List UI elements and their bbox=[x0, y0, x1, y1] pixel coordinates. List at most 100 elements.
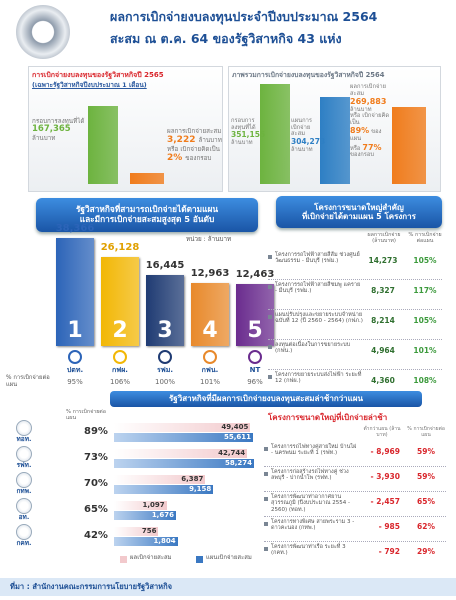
ribbon-text: รัฐวิสาหกิจที่มีผลการเบิกจ่ายงบลงทุนสะสม… bbox=[168, 394, 363, 403]
bullet bbox=[268, 285, 272, 289]
project-value: - 792 bbox=[378, 547, 400, 556]
ribbon-text: ที่เบิกจ่ายได้ตามแผน 5 โครงการ bbox=[302, 212, 416, 221]
bar bbox=[146, 275, 184, 346]
project-pct: 59% bbox=[417, 472, 435, 481]
project-pct: 101% bbox=[413, 346, 437, 355]
value-label: 42,744 bbox=[218, 449, 246, 457]
label: ผลการเบิกจ่ายสะสม bbox=[350, 84, 387, 97]
logo bbox=[16, 5, 70, 59]
name: กฟผ. bbox=[112, 366, 128, 374]
share-suffix: ของกรอบ bbox=[350, 152, 375, 159]
line: 3,222 ล้านบาท bbox=[167, 135, 223, 145]
value: 3,222 bbox=[167, 135, 196, 146]
rank: 1 bbox=[67, 318, 83, 343]
separator bbox=[268, 369, 442, 370]
separator bbox=[264, 516, 446, 517]
project-name: ลงทุนต่อเนื่องในการขยายระบบ (กฟน.) bbox=[275, 342, 351, 355]
unit: หน่วย : ล้านบาท bbox=[186, 236, 232, 243]
bar bbox=[114, 485, 214, 494]
ribbon-text: รัฐวิสาหกิจที่สามารถเบิกจ่ายได้ตามแผน bbox=[75, 204, 219, 215]
project-pct: 108% bbox=[413, 376, 437, 385]
bar bbox=[260, 84, 290, 184]
unit: ล้านบาท bbox=[198, 137, 222, 145]
footer: ที่มา : สำนักงานคณะกรรมการนโยบายรัฐวิสาห… bbox=[0, 578, 456, 596]
bar bbox=[320, 97, 350, 184]
pct: 96% bbox=[247, 378, 263, 386]
value-label: 55,611 bbox=[223, 433, 251, 441]
project-pct: 29% bbox=[417, 547, 435, 556]
value: 304,273 bbox=[291, 136, 326, 146]
bullet bbox=[264, 497, 268, 501]
bar bbox=[114, 475, 206, 484]
project-name: โครงการรถไฟฟ้าสายสีชมพู แคราย - มีนบุรี … bbox=[275, 282, 361, 295]
value-label: 1,676 bbox=[151, 511, 174, 519]
value-label: 49,405 bbox=[221, 423, 249, 431]
bullet bbox=[264, 547, 268, 551]
project-value: 14,273 bbox=[368, 256, 398, 265]
title: ผลการเบิกจ่ายงบลงทุนประจำปีงบประมาณ 2564 bbox=[110, 9, 378, 24]
legend-label: แผนเบิกจ่ายสะสม bbox=[206, 554, 252, 561]
share-prefix: หรือ เบิกจ่ายคิดเป็น bbox=[167, 145, 220, 153]
ribbon: รัฐวิสาหกิจที่มีผลการเบิกจ่ายงบลงทุนสะสม… bbox=[110, 391, 422, 407]
icon bbox=[16, 420, 32, 436]
value-label: 6,387 bbox=[181, 475, 204, 483]
column-header: ต่ำกว่าแผน (ล้านบาท) bbox=[363, 426, 401, 438]
project-name: แผนปรับปรุงและขยายระบบจำหน่าย ฉบับที่ 12… bbox=[275, 312, 363, 325]
bar bbox=[114, 511, 176, 520]
bar bbox=[114, 459, 254, 468]
bar bbox=[236, 284, 274, 346]
icon bbox=[16, 446, 32, 462]
ribbon-text: โครงการขนาดใหญ่สำคัญ bbox=[314, 202, 404, 212]
separator bbox=[264, 466, 446, 467]
legend-label: ผลเบิกจ่ายสะสม bbox=[130, 554, 172, 561]
legend-swatch bbox=[196, 556, 203, 563]
value-label: 1,804 bbox=[153, 537, 176, 545]
bar bbox=[114, 501, 167, 510]
name: อท. bbox=[18, 513, 30, 521]
ribbon-text: และมีการเบิกจ่ายสะสมสูงสุด 5 อันดับ bbox=[79, 214, 215, 224]
panel-note: (เฉพาะรัฐวิสาหกิจปีงบประมาณ 1 เดือน) bbox=[32, 81, 147, 89]
project-pct: 65% bbox=[417, 497, 435, 506]
legend-swatch bbox=[120, 556, 127, 563]
label: ผลการเบิกจ่ายสะสม bbox=[167, 128, 222, 135]
name: รฟท. bbox=[16, 461, 32, 469]
separator bbox=[268, 339, 442, 340]
value-label: 9,158 bbox=[189, 485, 212, 493]
ribbon: รัฐวิสาหกิจที่สามารถเบิกจ่ายได้ตามแผน และ… bbox=[36, 198, 258, 232]
bullet bbox=[264, 447, 268, 451]
project-pct: 117% bbox=[413, 286, 437, 295]
label: กรอบการลงทุนที่ได้ bbox=[32, 118, 85, 125]
icon bbox=[16, 524, 32, 540]
label: แผนการเบิกจ่ายสะสม bbox=[291, 118, 312, 138]
icon bbox=[68, 350, 82, 364]
pct-label: % การเบิกจ่ายต่อแผน bbox=[66, 409, 106, 422]
source: ที่มา : สำนักงานคณะกรรมการนโยบายรัฐวิสาห… bbox=[10, 582, 173, 591]
value-label: 12,963 bbox=[190, 268, 230, 280]
share-suffix: ของแผน bbox=[350, 129, 382, 143]
name: รฟม. bbox=[157, 366, 173, 374]
project-value: 4,360 bbox=[371, 376, 395, 385]
bullet bbox=[268, 315, 272, 319]
share-prefix: หรือ bbox=[350, 145, 361, 152]
value-label: 12,463 bbox=[235, 269, 275, 281]
bar bbox=[130, 173, 164, 184]
ribbon: โครงการขนาดใหญ่สำคัญ ที่เบิกจ่ายได้ตามแผน… bbox=[276, 196, 442, 228]
pct: 73% bbox=[84, 452, 108, 463]
bar bbox=[114, 537, 178, 546]
pct: 89% bbox=[84, 426, 108, 437]
value: 269,883 bbox=[350, 97, 387, 107]
value-label: 26,128 bbox=[100, 241, 140, 253]
separator bbox=[264, 541, 446, 542]
icon bbox=[248, 350, 262, 364]
label-group: ผลการเบิกจ่ายสะสม 3,222 ล้านบาท หรือ เบิกจ่… bbox=[167, 128, 223, 163]
rank: 2 bbox=[112, 318, 128, 343]
project-name: โครงการขยายระบบส่งไฟฟ้า ระยะที่ 12 (กฟผ.… bbox=[275, 372, 362, 385]
pct-label: % การเบิกจ่ายต่อแผน bbox=[6, 375, 50, 388]
bullet bbox=[268, 345, 272, 349]
separator bbox=[268, 279, 442, 280]
rank: 3 bbox=[157, 318, 173, 343]
project-pct: 62% bbox=[417, 522, 435, 531]
project-pct: 105% bbox=[413, 316, 437, 325]
project-value: 8,214 bbox=[371, 316, 395, 325]
